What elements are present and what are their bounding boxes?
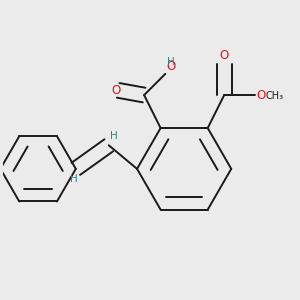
- Text: O: O: [111, 84, 121, 97]
- Text: CH₃: CH₃: [266, 91, 284, 101]
- Text: H: H: [167, 57, 175, 67]
- Text: O: O: [220, 49, 229, 62]
- Text: H: H: [70, 174, 77, 184]
- Text: H: H: [110, 131, 117, 141]
- Text: O: O: [167, 60, 176, 73]
- Text: O: O: [256, 88, 265, 102]
